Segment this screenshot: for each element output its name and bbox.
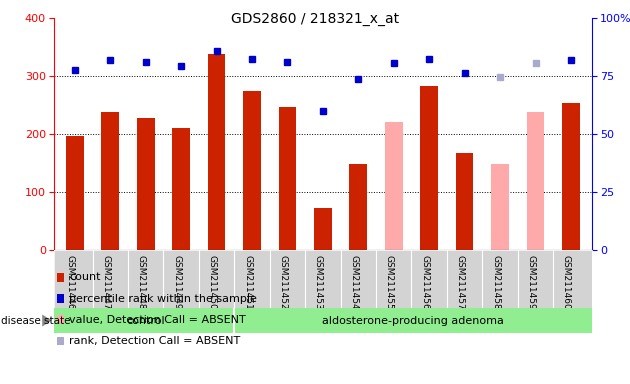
Text: disease state: disease state [1, 316, 71, 326]
Text: aldosterone-producing adenoma: aldosterone-producing adenoma [323, 316, 504, 326]
Polygon shape [42, 314, 52, 326]
Text: GSM211457: GSM211457 [455, 255, 465, 310]
Text: GSM211449: GSM211449 [172, 255, 181, 309]
Bar [527, 112, 544, 250]
Text: GSM211448: GSM211448 [137, 255, 146, 309]
Bar [208, 54, 226, 250]
Text: count: count [69, 272, 101, 283]
Text: GSM211454: GSM211454 [349, 255, 358, 309]
Text: GSM211458: GSM211458 [491, 255, 500, 310]
Text: GSM211450: GSM211450 [207, 255, 217, 310]
Text: value, Detection Call = ABSENT: value, Detection Call = ABSENT [69, 314, 246, 325]
Text: control: control [127, 316, 165, 326]
Text: GSM211452: GSM211452 [278, 255, 287, 309]
Text: GSM211447: GSM211447 [101, 255, 110, 309]
Text: GSM211453: GSM211453 [314, 255, 323, 310]
Bar [420, 86, 438, 250]
Bar [491, 164, 509, 250]
Text: GSM211459: GSM211459 [527, 255, 536, 310]
Bar [243, 91, 261, 250]
Bar [101, 112, 119, 250]
Text: GSM211446: GSM211446 [66, 255, 75, 309]
Text: percentile rank within the sample: percentile rank within the sample [69, 293, 257, 304]
Text: GSM211456: GSM211456 [420, 255, 429, 310]
Bar [350, 164, 367, 250]
Bar [562, 103, 580, 250]
Bar [172, 127, 190, 250]
Bar [137, 118, 154, 250]
Bar [278, 107, 296, 250]
Text: GSM211451: GSM211451 [243, 255, 252, 310]
Bar [66, 136, 84, 250]
Text: GSM211460: GSM211460 [562, 255, 571, 310]
Bar [385, 122, 403, 250]
Text: rank, Detection Call = ABSENT: rank, Detection Call = ABSENT [69, 336, 241, 346]
Text: GDS2860 / 218321_x_at: GDS2860 / 218321_x_at [231, 12, 399, 25]
Text: GSM211455: GSM211455 [385, 255, 394, 310]
Bar [455, 152, 474, 250]
Bar [314, 208, 332, 250]
